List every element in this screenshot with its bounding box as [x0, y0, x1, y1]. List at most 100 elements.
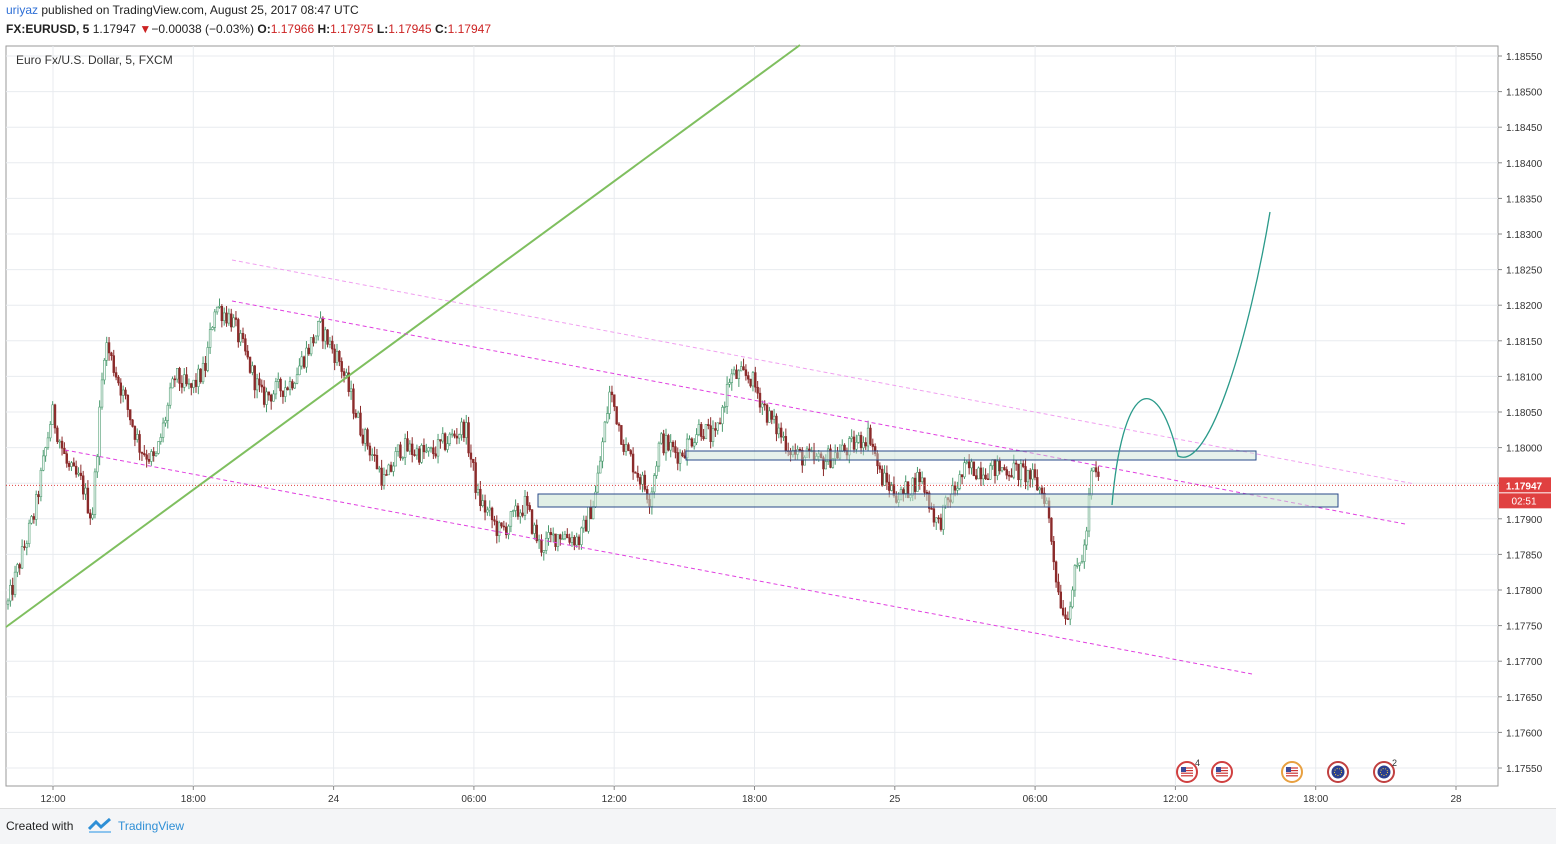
y-tick-label: 1.18150	[1506, 337, 1543, 348]
candle-body	[1097, 471, 1100, 477]
candle-body	[324, 329, 327, 342]
candle-body	[267, 391, 271, 396]
candle-body	[805, 448, 809, 458]
y-tick-label: 1.17650	[1506, 693, 1543, 704]
candle-body	[1080, 561, 1084, 564]
candle-body	[782, 436, 785, 438]
candle-body	[829, 448, 832, 468]
price-chart[interactable]: 1.18550 1.18500 1.18450 1.18400 1.18350 1.183…	[0, 42, 1556, 808]
candle-body	[530, 509, 534, 534]
candle-body	[514, 505, 517, 511]
tradingview-logo-icon[interactable]	[87, 817, 112, 838]
candle-body	[58, 440, 61, 443]
candle-body	[857, 435, 860, 443]
candle-body	[150, 451, 153, 462]
tradingview-link[interactable]: TradingView	[118, 819, 185, 833]
candle-body	[871, 443, 875, 447]
candle-body	[1003, 467, 1006, 470]
candle-body	[624, 444, 628, 452]
candle-body	[342, 371, 346, 376]
candle-body	[702, 436, 705, 440]
candle-body	[70, 462, 73, 467]
x-tick-label: 06:00	[1023, 794, 1048, 805]
time-axis[interactable]: 12:00 18:00 24 06:00 12:00 18:00 25 06:00 12:00 1…	[40, 786, 1462, 805]
candle-body	[1026, 470, 1030, 483]
candle-body	[291, 381, 294, 389]
candle-body	[613, 394, 616, 407]
candle-body	[1083, 544, 1086, 562]
candle-body	[11, 584, 14, 595]
candle-body	[535, 524, 538, 542]
candle-body	[288, 381, 292, 391]
close-label: C:	[434, 22, 448, 36]
candle-body	[345, 372, 348, 376]
candle-body	[56, 427, 59, 442]
candle-body	[1069, 606, 1072, 620]
event-count-label: 2	[1392, 758, 1397, 768]
candle-body	[1059, 591, 1063, 609]
candle-body	[1031, 469, 1034, 480]
candle-body	[603, 421, 607, 443]
open-label: O:	[257, 22, 271, 36]
candle-body	[119, 382, 123, 396]
high-value: 1.17975	[330, 22, 374, 36]
candle-body	[758, 392, 762, 408]
author-link[interactable]: uriyaz	[6, 3, 39, 17]
candle-body	[251, 365, 254, 373]
candle-body	[542, 550, 546, 553]
candle-body	[730, 373, 734, 383]
projection-path	[1111, 211, 1271, 506]
candle-body	[657, 442, 661, 467]
candle-body	[472, 458, 475, 463]
candle-body	[509, 511, 513, 527]
candle-body	[596, 472, 600, 493]
candle-body	[939, 517, 943, 530]
countdown-box	[1499, 493, 1551, 509]
candle-body	[1090, 470, 1093, 496]
candle-body	[34, 494, 38, 520]
candle-body	[777, 427, 781, 435]
price-axis[interactable]: 1.18550 1.18500 1.18450 1.18400 1.18350 1.183…	[1498, 52, 1551, 775]
candle-body	[1007, 474, 1011, 477]
candle-body	[1014, 462, 1018, 465]
candle-body	[817, 453, 820, 457]
candle-body	[1038, 487, 1041, 491]
candle-body	[121, 389, 125, 396]
candle-body	[96, 456, 99, 473]
candle-body	[392, 465, 395, 472]
candle-body	[453, 433, 456, 437]
candle-body	[124, 389, 127, 396]
candle-body	[1094, 467, 1098, 473]
candle-body	[126, 395, 130, 410]
y-tick-label: 1.18100	[1506, 372, 1543, 383]
candle-body	[688, 438, 691, 441]
candle-body	[763, 403, 766, 406]
candle-body	[523, 495, 527, 516]
candle-body	[1029, 470, 1032, 480]
candle-body	[114, 372, 118, 378]
candle-body	[617, 423, 621, 426]
candle-body	[930, 508, 933, 510]
candle-body	[436, 439, 440, 457]
candle-body	[516, 505, 520, 517]
candle-body	[204, 363, 207, 371]
candle-body	[190, 383, 193, 388]
y-tick-label: 1.17850	[1506, 550, 1543, 561]
candle-body	[199, 368, 202, 383]
candle-body	[201, 363, 205, 383]
candle-body	[157, 441, 160, 454]
candle-body	[143, 453, 146, 456]
candle-body	[333, 348, 336, 363]
candle-body	[136, 434, 139, 440]
y-tick-label: 1.18550	[1506, 52, 1543, 63]
candle-body	[241, 333, 245, 340]
candle-body	[246, 350, 249, 358]
candle-body	[749, 378, 752, 387]
low-label: L:	[376, 22, 389, 36]
candle-body	[622, 444, 625, 452]
candle-body	[559, 534, 562, 540]
candle-body	[1040, 487, 1044, 494]
candle-body	[133, 426, 137, 440]
chart-area[interactable]: 1.18550 1.18500 1.18450 1.18400 1.18350 1.183…	[0, 42, 1556, 813]
candle-body	[589, 506, 593, 520]
